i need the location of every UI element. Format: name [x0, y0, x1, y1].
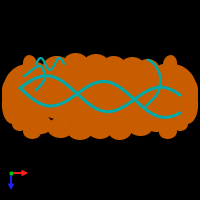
Ellipse shape [36, 104, 52, 116]
Ellipse shape [28, 114, 52, 134]
Ellipse shape [2, 64, 54, 128]
Ellipse shape [102, 68, 130, 100]
Ellipse shape [70, 68, 98, 100]
Ellipse shape [16, 66, 184, 126]
Ellipse shape [2, 80, 14, 100]
Ellipse shape [179, 72, 193, 88]
Ellipse shape [2, 80, 26, 124]
Ellipse shape [163, 55, 177, 73]
Ellipse shape [26, 62, 46, 82]
Ellipse shape [37, 77, 51, 91]
Ellipse shape [7, 72, 21, 88]
Ellipse shape [23, 125, 41, 139]
Ellipse shape [159, 125, 177, 139]
Ellipse shape [119, 57, 145, 79]
Ellipse shape [174, 80, 198, 124]
Ellipse shape [23, 55, 37, 73]
Ellipse shape [146, 64, 198, 128]
Ellipse shape [67, 120, 93, 140]
Ellipse shape [84, 78, 116, 122]
Ellipse shape [108, 120, 132, 140]
Ellipse shape [6, 101, 18, 119]
Ellipse shape [83, 54, 109, 74]
Ellipse shape [166, 106, 186, 126]
Ellipse shape [172, 117, 188, 131]
Ellipse shape [182, 101, 194, 119]
Ellipse shape [47, 118, 73, 138]
Ellipse shape [63, 53, 89, 75]
Ellipse shape [136, 59, 160, 81]
Ellipse shape [88, 121, 112, 139]
Ellipse shape [149, 77, 163, 91]
Ellipse shape [127, 116, 153, 136]
Ellipse shape [114, 74, 146, 118]
Ellipse shape [186, 80, 198, 100]
Ellipse shape [148, 104, 164, 116]
Ellipse shape [154, 64, 174, 84]
Ellipse shape [144, 112, 168, 132]
Ellipse shape [12, 117, 28, 131]
Ellipse shape [102, 56, 126, 76]
Ellipse shape [14, 106, 34, 126]
Ellipse shape [42, 56, 70, 80]
Ellipse shape [54, 74, 86, 118]
